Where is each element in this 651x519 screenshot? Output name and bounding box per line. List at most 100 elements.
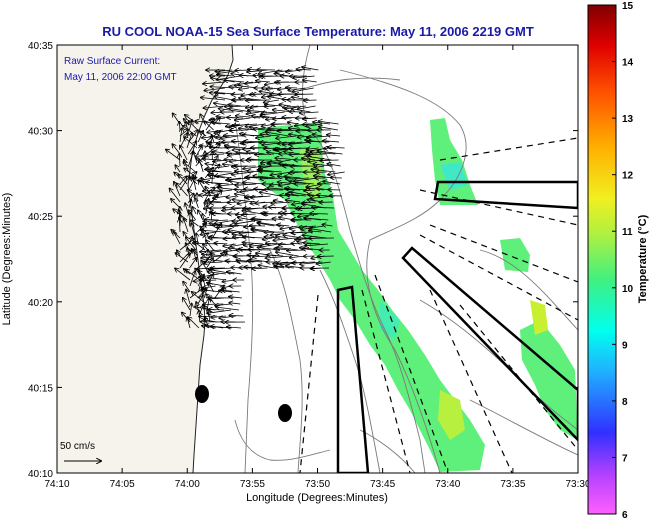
current-vector xyxy=(166,149,181,161)
current-vector xyxy=(328,171,345,175)
x-tick-label: 73:45 xyxy=(370,479,395,490)
current-vector xyxy=(323,141,340,142)
y-tick-label: 40:10 xyxy=(28,469,53,480)
current-vector xyxy=(242,242,264,244)
current-vector xyxy=(196,146,202,155)
current-vector xyxy=(235,171,247,172)
current-vector xyxy=(239,98,262,100)
colorbar-tick-label: 10 xyxy=(622,284,634,295)
current-vector xyxy=(238,217,253,220)
current-vector xyxy=(203,304,224,305)
current-vector xyxy=(214,285,224,299)
current-vector xyxy=(327,135,341,136)
current-vector xyxy=(277,225,290,226)
current-vector xyxy=(267,255,284,256)
current-vector xyxy=(180,146,188,161)
current-vector xyxy=(216,75,241,80)
current-vector xyxy=(202,287,205,299)
current-vector xyxy=(189,258,197,269)
current-vector xyxy=(275,266,294,268)
current-vector xyxy=(206,144,220,155)
current-vector xyxy=(211,224,221,239)
current-vector xyxy=(286,200,301,202)
colorbar-tick-label: 13 xyxy=(622,114,634,125)
current-vector xyxy=(295,94,314,95)
current-vector xyxy=(198,210,204,221)
surface-current-vectors xyxy=(166,67,345,328)
current-vector xyxy=(302,67,319,71)
colorbar-tick-label: 6 xyxy=(622,510,628,519)
current-vector xyxy=(303,80,317,82)
x-tick-label: 73:40 xyxy=(435,479,460,490)
current-vector xyxy=(202,233,209,239)
current-vector xyxy=(211,156,218,167)
colorbar-tick-label: 7 xyxy=(622,453,628,464)
x-tick-label: 73:35 xyxy=(500,479,525,490)
x-axis-label: Longitude (Degrees:Minutes) xyxy=(246,492,388,504)
current-vector xyxy=(242,211,263,215)
current-vector xyxy=(235,118,251,120)
current-vector xyxy=(244,141,268,142)
current-vector xyxy=(256,136,271,138)
x-axis: 74:10 74:05 74:00 73:55 73:50 73:45 73:40 73:35… xyxy=(44,45,591,490)
current-vector xyxy=(229,303,241,304)
current-vector xyxy=(179,219,180,233)
current-vector xyxy=(208,309,209,323)
current-vector xyxy=(303,118,317,119)
current-vector xyxy=(237,202,248,204)
current-vector xyxy=(187,141,196,155)
current-vector xyxy=(183,298,191,311)
current-vector xyxy=(252,268,268,269)
current-vector xyxy=(300,248,322,250)
current-vector xyxy=(188,121,199,131)
x-tick-label: 74:00 xyxy=(175,479,200,490)
y-tick-label: 40:20 xyxy=(28,298,53,309)
current-vector xyxy=(180,128,182,143)
current-vector xyxy=(304,100,317,101)
current-vector xyxy=(189,200,191,209)
current-vector xyxy=(306,124,323,126)
current-vector xyxy=(317,151,343,155)
current-vector xyxy=(289,181,314,185)
current-vector xyxy=(318,121,339,125)
colorbar-ticks: 6 7 8 9 10 11 12 13 14 15 xyxy=(612,1,634,519)
current-vector xyxy=(292,219,312,220)
current-vector xyxy=(292,109,311,113)
current-vector xyxy=(311,169,336,173)
current-vector xyxy=(179,176,190,191)
current-vector xyxy=(175,253,189,263)
y-axis-label: Latitude (Degrees:Minutes) xyxy=(1,193,13,326)
current-vector xyxy=(293,76,315,78)
current-vector xyxy=(276,252,299,257)
current-vector xyxy=(206,240,214,251)
current-vector xyxy=(239,88,249,90)
current-vector xyxy=(183,162,196,173)
current-vector xyxy=(203,82,226,84)
y-tick-label: 40:35 xyxy=(28,41,53,52)
current-vector xyxy=(312,207,335,208)
colorbar-gradient xyxy=(587,4,617,515)
current-vector xyxy=(212,135,214,143)
x-tick-label: 73:50 xyxy=(305,479,330,490)
current-vector xyxy=(266,118,292,119)
annotation-line2: May 11, 2006 22:00 GMT xyxy=(64,72,177,83)
colorbar-label: Temperature (°C) xyxy=(637,214,649,303)
current-vector xyxy=(186,133,192,149)
colorbar-tick-label: 9 xyxy=(622,340,628,351)
colorbar: 6 7 8 9 10 11 12 13 14 15 Temperature (°C) xyxy=(587,1,649,519)
current-vector xyxy=(174,182,181,197)
current-vector xyxy=(195,198,199,209)
current-vector xyxy=(225,146,246,148)
current-vector xyxy=(184,137,198,149)
current-vector xyxy=(179,254,190,269)
current-vector xyxy=(199,159,204,173)
current-vector xyxy=(212,173,213,185)
current-vector xyxy=(192,292,207,305)
current-vector xyxy=(286,87,298,88)
y-tick-label: 40:15 xyxy=(28,383,53,394)
current-vector xyxy=(298,105,316,109)
current-vector xyxy=(204,87,226,91)
current-vector xyxy=(190,303,192,317)
current-vector xyxy=(273,237,296,240)
